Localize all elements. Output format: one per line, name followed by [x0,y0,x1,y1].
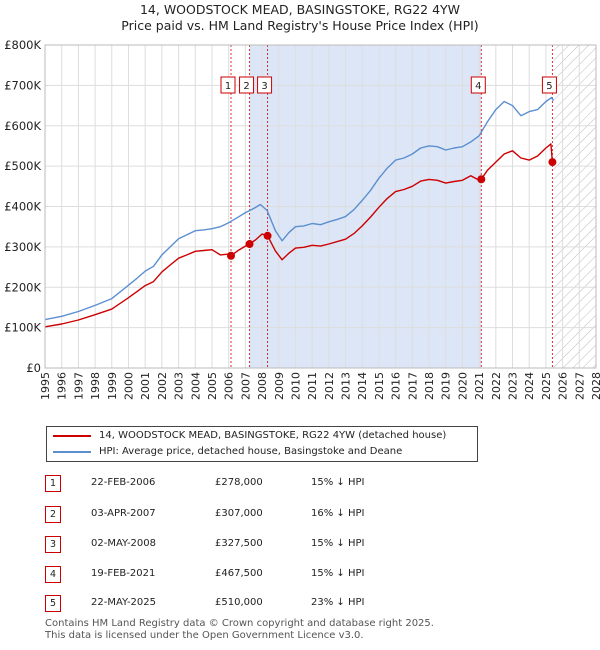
sale-number-box [239,76,255,94]
x-tick-label: 2027 [573,372,586,400]
x-tick-label: 2001 [139,372,152,400]
price-chart: 1 2 3 4 5 £0 £100K £200K £300K £400K £500K £600K £70… [4,38,600,400]
x-tick-label: 2009 [273,372,286,400]
x-tick-label: 1998 [89,372,102,400]
x-tick-label: 2020 [456,372,469,400]
x-tick-label: 2004 [189,372,202,400]
footer-licence: This data is licensed under the Open Gov… [45,630,364,641]
y-tick-label: £400K [4,200,41,214]
y-tick-label: £200K [4,280,41,294]
y-tick-label: £600K [4,119,41,133]
x-tick-label: 2000 [122,372,135,400]
x-tick-label: 2005 [206,372,219,400]
x-tick-label: 2019 [440,372,453,400]
x-tick-label: 2028 [590,372,600,400]
x-tick-label: 2002 [156,372,169,400]
transaction-price: £467,500 [215,568,263,579]
sale-number-label: 1 [225,81,231,92]
chart-subtitle: Price paid vs. HM Land Registry's House … [121,18,479,33]
transaction-number-badge: 5 [45,595,61,612]
y-tick-label: £800K [4,38,41,52]
transaction-hpi-diff: 15% ↓ HPI [311,538,365,549]
x-tick-label: 2022 [490,372,503,400]
x-tick-label: 2010 [289,372,302,400]
x-tick-label: 2013 [340,372,353,400]
transaction-number-badge: 4 [45,566,61,583]
y-tick-label: £0 [26,361,41,375]
x-tick-label: 2007 [239,372,252,400]
sale-point [245,240,254,249]
x-tick-label: 2008 [256,372,269,400]
y-tick-label: £500K [4,159,41,173]
sale-number-box [541,76,557,94]
transaction-price: £307,000 [215,508,263,519]
transaction-price: £510,000 [215,597,263,608]
sale-number-label: 4 [475,81,481,92]
sale-number-box [470,76,486,94]
footer-copyright: Contains HM Land Registry data © Crown c… [45,618,434,629]
plot-frame [44,44,597,369]
sale-point [263,231,272,240]
x-tick-label: 2026 [557,372,570,400]
legend-swatch-price [53,434,91,437]
legend-label-hpi: HPI: Average price, detached house, Basi… [99,446,403,457]
transaction-date: 22-FEB-2006 [91,477,156,488]
transaction-number-badge: 1 [45,475,61,492]
chart-title: 14, WOODSTOCK MEAD, BASINGSTOKE, RG22 4Y… [139,2,461,17]
x-tick-label: 2017 [406,372,419,400]
legend-swatch-hpi [53,450,91,453]
transaction-date: 03-APR-2007 [91,508,156,519]
y-tick-label: £700K [4,78,41,92]
x-tick-label: 2012 [323,372,336,400]
sale-point [477,175,486,184]
transaction-date: 22-MAY-2025 [91,597,157,608]
legend-label-price: 14, WOODSTOCK MEAD, BASINGSTOKE, RG22 4Y… [99,430,447,441]
series-line [45,96,555,321]
transaction-hpi-diff: 15% ↓ HPI [311,477,365,488]
x-tick-label: 2014 [356,372,369,400]
sale-number-label: 2 [243,81,249,92]
transaction-hpi-diff: 15% ↓ HPI [311,568,365,579]
transaction-number-badge: 3 [45,536,61,553]
transaction-date: 19-FEB-2021 [91,568,156,579]
x-tick-label: 2024 [523,372,536,400]
x-tick-label: 2006 [223,372,236,400]
x-tick-label: 1996 [56,372,69,400]
sale-number-label: 3 [261,81,267,92]
legend-item-price: 14, WOODSTOCK MEAD, BASINGSTOKE, RG22 4Y… [53,430,446,441]
x-tick-label: 1999 [106,372,119,400]
legend-item-hpi: HPI: Average price, detached house, Basi… [53,446,402,457]
x-tick-label: 1995 [39,372,52,400]
transaction-price: £278,000 [215,477,263,488]
x-tick-label: 2016 [390,372,403,400]
transaction-hpi-diff: 16% ↓ HPI [311,508,365,519]
sale-number-label: 5 [546,81,552,92]
x-tick-label: 2025 [540,372,553,400]
x-tick-label: 2011 [306,372,319,400]
chart-legend: 14, WOODSTOCK MEAD, BASINGSTOKE, RG22 4Y… [46,426,478,462]
x-tick-label: 1997 [72,372,85,400]
transaction-price: £327,500 [215,538,263,549]
attribution-footer: Contains HM Land Registry data © Crown c… [45,618,434,642]
x-tick-label: 2018 [423,372,436,400]
x-tick-label: 2003 [173,372,186,400]
x-tick-label: 2015 [373,372,386,400]
sale-number-box [220,76,236,94]
y-tick-label: £100K [4,321,41,335]
transaction-number-badge: 2 [45,506,61,523]
sale-point [227,251,236,260]
x-tick-label: 2021 [473,372,486,400]
x-tick-label: 2023 [507,372,520,400]
transaction-hpi-diff: 23% ↓ HPI [311,597,365,608]
sale-point [548,158,557,167]
transaction-date: 02-MAY-2008 [91,538,157,549]
sale-number-box [257,76,273,94]
y-tick-label: £300K [4,240,41,254]
